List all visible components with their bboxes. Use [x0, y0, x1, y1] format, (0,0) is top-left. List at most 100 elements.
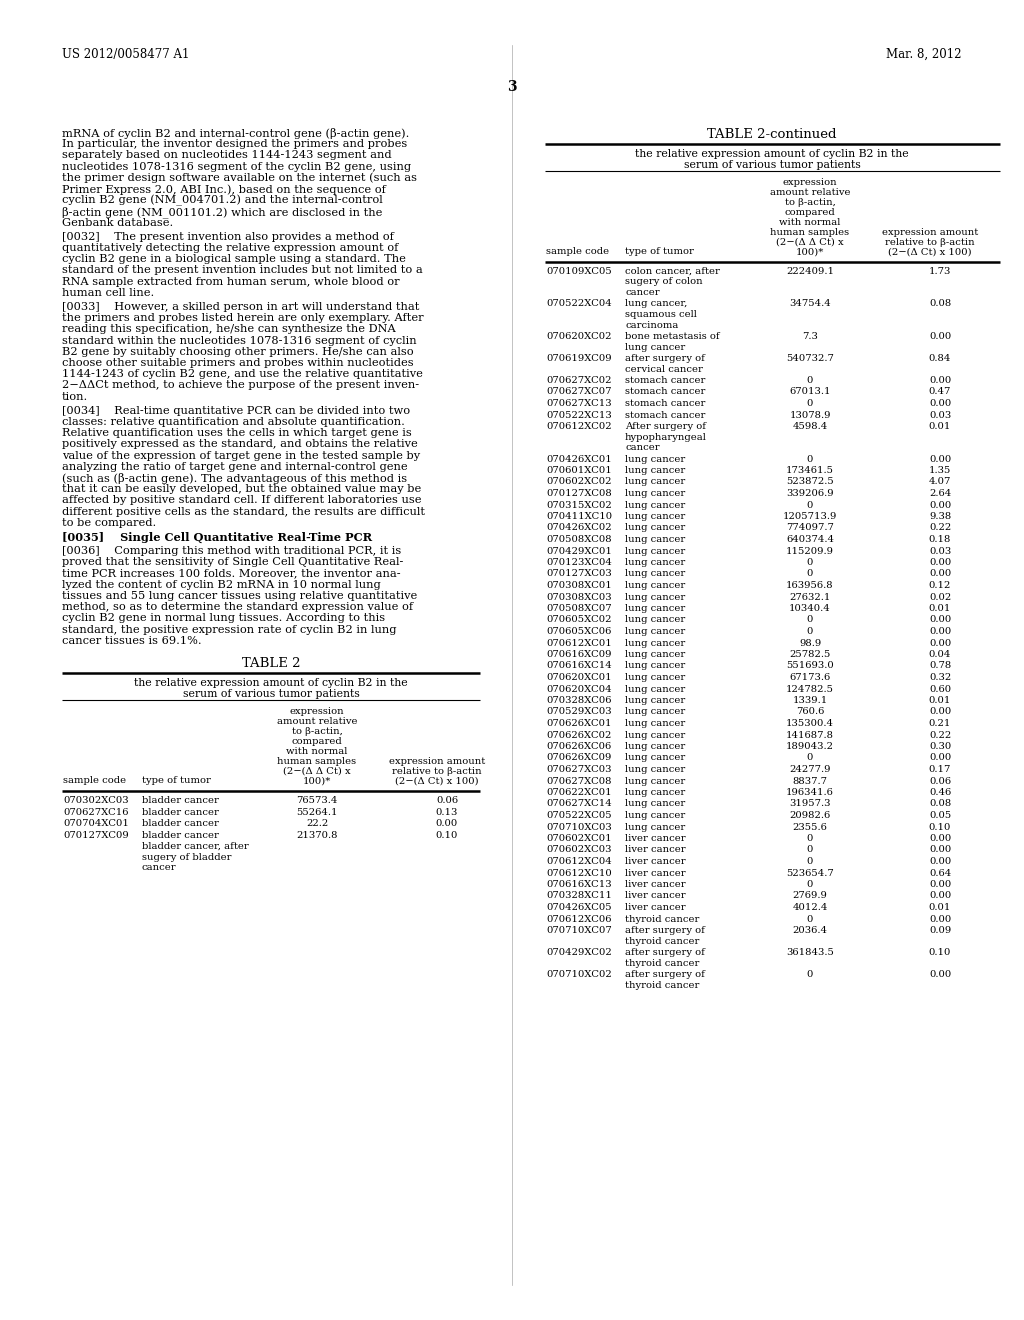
Text: the relative expression amount of cyclin B2 in the: the relative expression amount of cyclin… — [134, 678, 408, 688]
Text: lung cancer: lung cancer — [625, 615, 685, 624]
Text: 070426XC05: 070426XC05 — [546, 903, 611, 912]
Text: 0.03: 0.03 — [929, 546, 951, 556]
Text: 0.00: 0.00 — [929, 376, 951, 385]
Text: 115209.9: 115209.9 — [786, 546, 834, 556]
Text: amount relative: amount relative — [276, 717, 357, 726]
Text: 9.38: 9.38 — [929, 512, 951, 521]
Text: lung cancer: lung cancer — [625, 742, 685, 751]
Text: 0: 0 — [807, 376, 813, 385]
Text: 070411XC10: 070411XC10 — [546, 512, 612, 521]
Text: 0.00: 0.00 — [929, 834, 951, 843]
Text: quantitatively detecting the relative expression amount of: quantitatively detecting the relative ex… — [62, 243, 398, 253]
Text: 760.6: 760.6 — [796, 708, 824, 717]
Text: cancer tissues is 69.1%.: cancer tissues is 69.1%. — [62, 636, 202, 645]
Text: 1.35: 1.35 — [929, 466, 951, 475]
Text: to be compared.: to be compared. — [62, 517, 157, 528]
Text: lung cancer: lung cancer — [625, 500, 685, 510]
Text: bladder cancer: bladder cancer — [142, 830, 219, 840]
Text: 0.02: 0.02 — [929, 593, 951, 602]
Text: 22.2: 22.2 — [306, 818, 328, 828]
Text: 0.78: 0.78 — [929, 661, 951, 671]
Text: 0.13: 0.13 — [436, 808, 458, 817]
Text: 8837.7: 8837.7 — [793, 776, 827, 785]
Text: lung cancer: lung cancer — [625, 673, 685, 682]
Text: lung cancer: lung cancer — [625, 800, 685, 808]
Text: 0: 0 — [807, 500, 813, 510]
Text: lung cancer: lung cancer — [625, 685, 685, 693]
Text: lung cancer: lung cancer — [625, 558, 685, 568]
Text: 2355.6: 2355.6 — [793, 822, 827, 832]
Text: lung cancer: lung cancer — [625, 593, 685, 602]
Text: liver cancer: liver cancer — [625, 903, 686, 912]
Text: 0: 0 — [807, 627, 813, 636]
Text: 27632.1: 27632.1 — [790, 593, 830, 602]
Text: expression amount: expression amount — [389, 756, 485, 766]
Text: 0.00: 0.00 — [929, 915, 951, 924]
Text: 3: 3 — [507, 81, 517, 94]
Text: 0.00: 0.00 — [929, 846, 951, 854]
Text: 070619XC09: 070619XC09 — [546, 354, 611, 363]
Text: liver cancer: liver cancer — [625, 880, 686, 888]
Text: TABLE 2-continued: TABLE 2-continued — [708, 128, 837, 141]
Text: cyclin B2 gene (NM_004701.2) and the internal-control: cyclin B2 gene (NM_004701.2) and the int… — [62, 195, 383, 206]
Text: 070622XC01: 070622XC01 — [546, 788, 611, 797]
Text: 070620XC01: 070620XC01 — [546, 673, 611, 682]
Text: 2769.9: 2769.9 — [793, 891, 827, 900]
Text: 0.00: 0.00 — [929, 754, 951, 763]
Text: bone metastasis of: bone metastasis of — [625, 333, 720, 341]
Text: different positive cells as the standard, the results are difficult: different positive cells as the standard… — [62, 507, 425, 516]
Text: 1.73: 1.73 — [929, 267, 951, 276]
Text: TABLE 2: TABLE 2 — [242, 657, 300, 671]
Text: 523872.5: 523872.5 — [786, 478, 834, 487]
Text: 0: 0 — [807, 558, 813, 568]
Text: the primer design software available on the internet (such as: the primer design software available on … — [62, 173, 417, 183]
Text: [0035]    Single Cell Quantitative Real-Time PCR: [0035] Single Cell Quantitative Real-Tim… — [62, 532, 372, 543]
Text: choose other suitable primers and probes within nucleotides: choose other suitable primers and probes… — [62, 358, 414, 368]
Text: 070529XC03: 070529XC03 — [546, 708, 611, 717]
Text: Mar. 8, 2012: Mar. 8, 2012 — [887, 48, 962, 61]
Text: 173461.5: 173461.5 — [786, 466, 834, 475]
Text: lung cancer: lung cancer — [625, 535, 685, 544]
Text: 0.21: 0.21 — [929, 719, 951, 729]
Text: stomach cancer: stomach cancer — [625, 399, 706, 408]
Text: colon cancer, after: colon cancer, after — [625, 267, 720, 276]
Text: compared: compared — [784, 209, 836, 216]
Text: 4012.4: 4012.4 — [793, 903, 827, 912]
Text: 070626XC09: 070626XC09 — [546, 754, 611, 763]
Text: 070620XC02: 070620XC02 — [546, 333, 611, 341]
Text: 0.06: 0.06 — [929, 776, 951, 785]
Text: 0.04: 0.04 — [929, 649, 951, 659]
Text: lung cancer: lung cancer — [625, 478, 685, 487]
Text: 21370.8: 21370.8 — [296, 830, 338, 840]
Text: lyzed the content of cyclin B2 mRNA in 10 normal lung: lyzed the content of cyclin B2 mRNA in 1… — [62, 579, 381, 590]
Text: lung cancer: lung cancer — [625, 649, 685, 659]
Text: 070308XC03: 070308XC03 — [546, 593, 611, 602]
Text: with normal: with normal — [287, 747, 348, 756]
Text: nucleotides 1078-1316 segment of the cyclin B2 gene, using: nucleotides 1078-1316 segment of the cyc… — [62, 161, 411, 172]
Text: 34754.4: 34754.4 — [790, 300, 830, 309]
Text: 141687.8: 141687.8 — [786, 730, 834, 739]
Text: lung cancer: lung cancer — [625, 730, 685, 739]
Text: thyroid cancer: thyroid cancer — [625, 958, 699, 968]
Text: lung cancer: lung cancer — [625, 776, 685, 785]
Text: 070627XC16: 070627XC16 — [63, 808, 128, 817]
Text: In particular, the inventor designed the primers and probes: In particular, the inventor designed the… — [62, 139, 408, 149]
Text: cancer: cancer — [625, 444, 659, 451]
Text: lung cancer: lung cancer — [625, 822, 685, 832]
Text: the relative expression amount of cyclin B2 in the: the relative expression amount of cyclin… — [635, 149, 909, 158]
Text: 070522XC05: 070522XC05 — [546, 810, 611, 820]
Text: method, so as to determine the standard expression value of: method, so as to determine the standard … — [62, 602, 413, 612]
Text: standard, the positive expression rate of cyclin B2 in lung: standard, the positive expression rate o… — [62, 624, 396, 635]
Text: 2036.4: 2036.4 — [793, 927, 827, 935]
Text: 0: 0 — [807, 970, 813, 979]
Text: lung cancer: lung cancer — [625, 766, 685, 774]
Text: expression: expression — [290, 708, 344, 715]
Text: 774097.7: 774097.7 — [786, 524, 834, 532]
Text: serum of various tumor patients: serum of various tumor patients — [182, 689, 359, 700]
Text: 0.17: 0.17 — [929, 766, 951, 774]
Text: 20982.6: 20982.6 — [790, 810, 830, 820]
Text: liver cancer: liver cancer — [625, 857, 686, 866]
Text: 070302XC03: 070302XC03 — [63, 796, 129, 805]
Text: 0.00: 0.00 — [929, 627, 951, 636]
Text: bladder cancer: bladder cancer — [142, 808, 219, 817]
